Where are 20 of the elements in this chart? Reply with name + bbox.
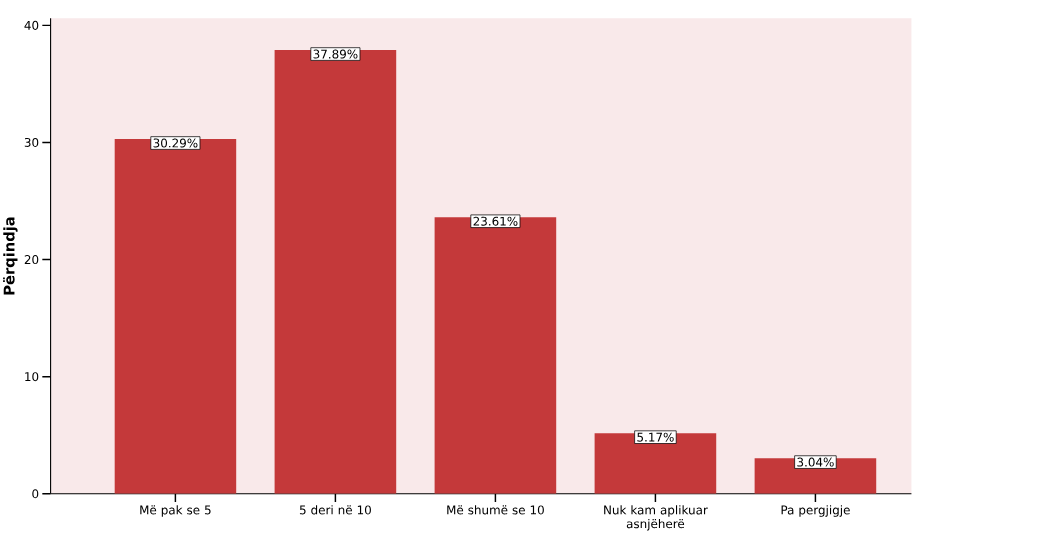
x-tick-label: Më pak se 5 [140, 505, 211, 517]
x-tick-label: Pa pergjigje [781, 505, 850, 517]
data-label: 3.04% [797, 457, 834, 467]
data-label: 5.17% [637, 432, 674, 442]
x-tick-label: 5 deri në 10 [299, 505, 371, 515]
x-tick-label: Më shumë se 10 [447, 505, 544, 515]
y-tick-label: 10 [25, 371, 39, 381]
y-tick-label: 20 [24, 254, 39, 264]
bar [114, 138, 237, 494]
data-label: 30.29% [153, 138, 198, 148]
y-tick-label: 0 [32, 488, 39, 499]
data-label: 23.61% [473, 216, 518, 226]
bar [274, 49, 397, 494]
x-tick-label: Nuk kam aplikuar asnjëherë [604, 505, 708, 531]
data-label: 37.89% [313, 49, 358, 59]
bar [434, 217, 557, 494]
bar [594, 432, 717, 494]
y-tick-label: 30 [24, 137, 39, 147]
y-axis-title: Përqindja [3, 217, 18, 295]
y-tick-label: 40 [24, 20, 39, 30]
